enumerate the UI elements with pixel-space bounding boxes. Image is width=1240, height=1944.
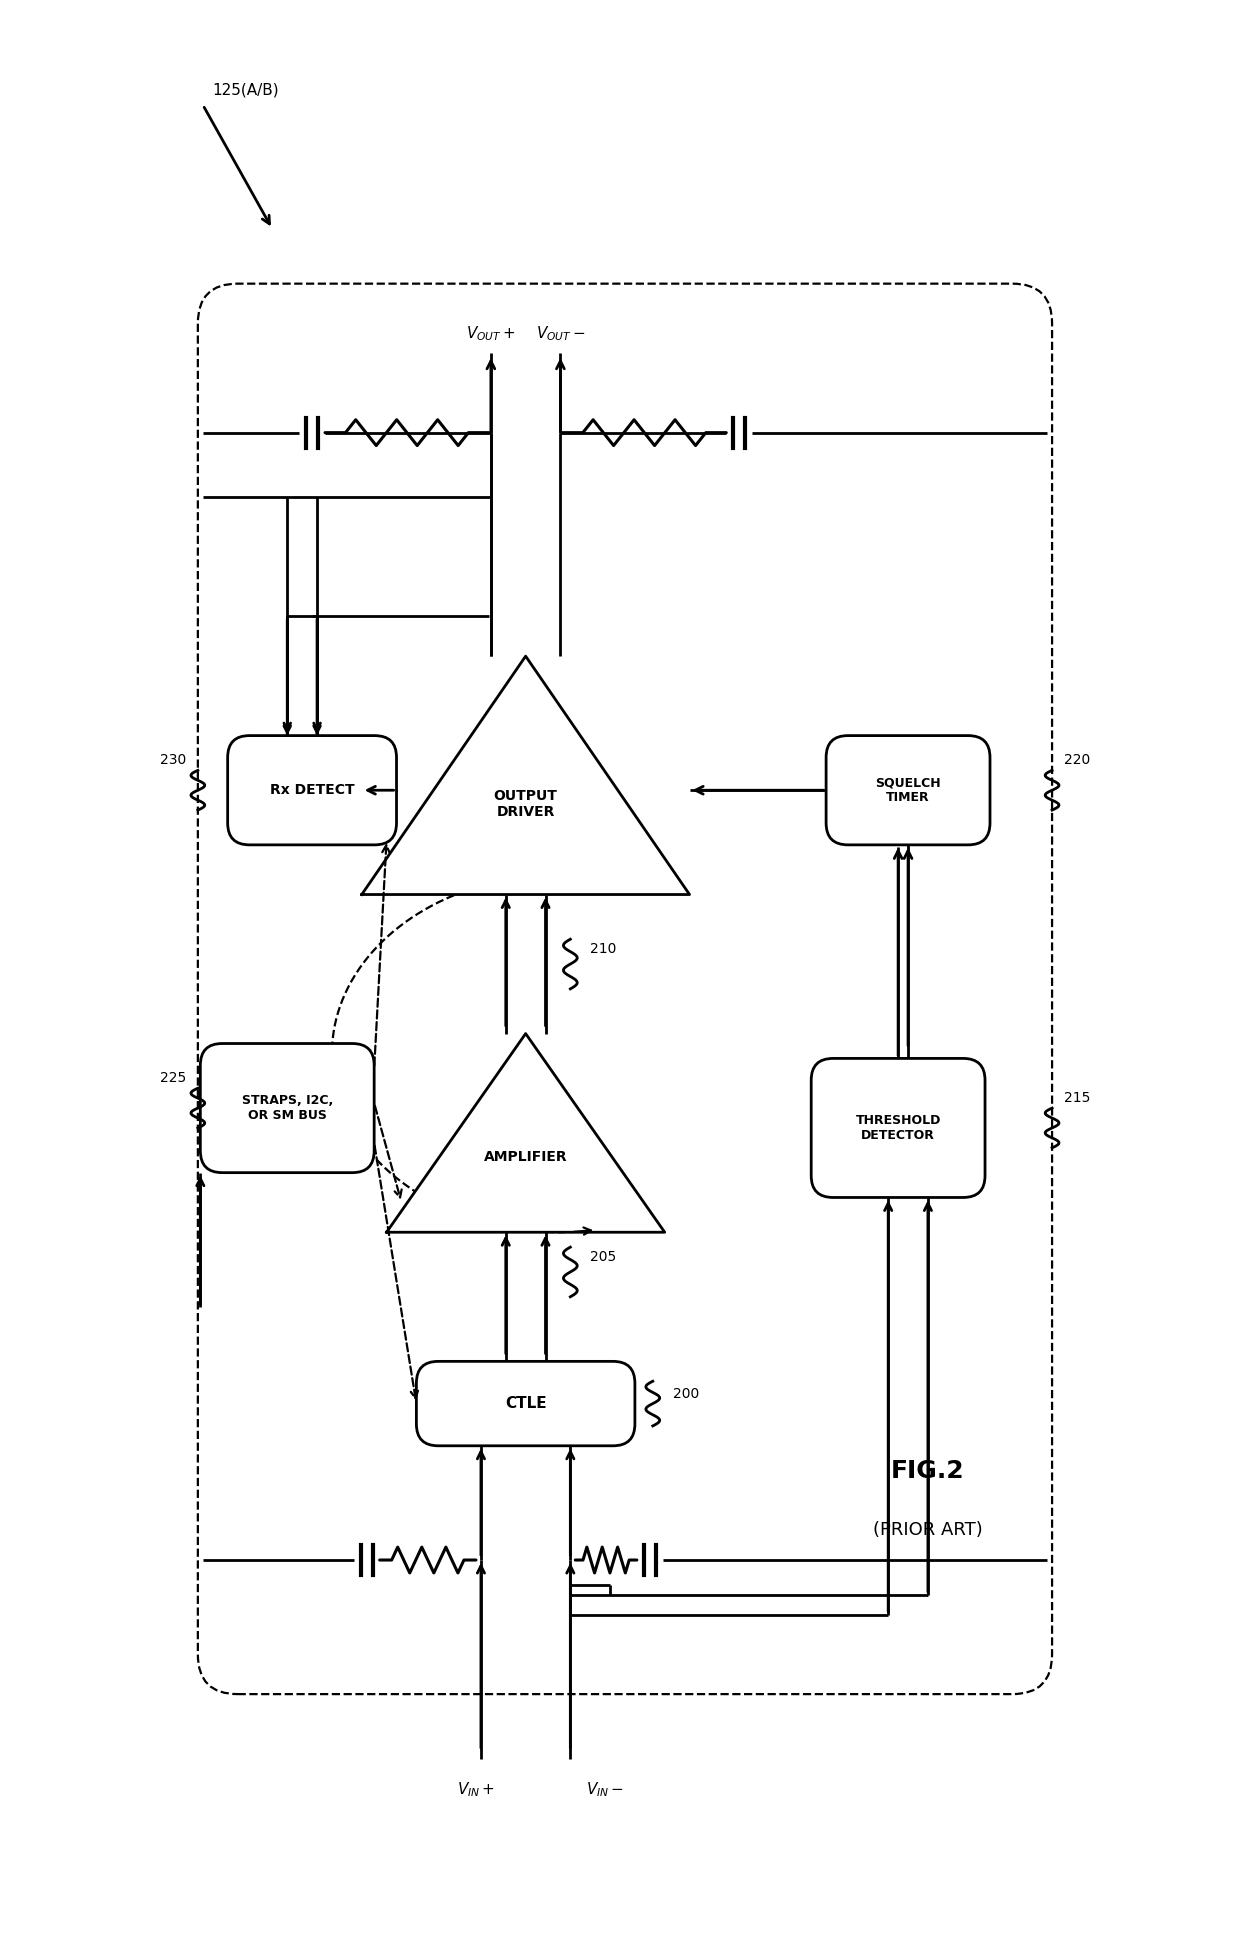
Text: Rx DETECT: Rx DETECT [270, 783, 355, 797]
Text: 210: 210 [590, 943, 616, 956]
Text: THRESHOLD
DETECTOR: THRESHOLD DETECTOR [856, 1114, 941, 1141]
FancyBboxPatch shape [228, 735, 397, 846]
FancyBboxPatch shape [811, 1058, 985, 1198]
Polygon shape [362, 657, 689, 894]
Text: 200: 200 [672, 1386, 699, 1400]
Text: FIG.2: FIG.2 [892, 1458, 965, 1483]
Text: 230: 230 [160, 754, 186, 768]
Text: 205: 205 [590, 1250, 616, 1264]
Text: 215: 215 [1064, 1091, 1090, 1104]
Text: OUTPUT
DRIVER: OUTPUT DRIVER [494, 789, 558, 818]
FancyBboxPatch shape [201, 1044, 374, 1172]
Text: (PRIOR ART): (PRIOR ART) [873, 1522, 983, 1540]
Text: $V_{OUT}+$: $V_{OUT}+$ [466, 325, 516, 344]
FancyBboxPatch shape [417, 1361, 635, 1446]
Text: 220: 220 [1064, 754, 1090, 768]
Text: 125(A/B): 125(A/B) [213, 82, 279, 97]
Text: $V_{IN}-$: $V_{IN}-$ [587, 1781, 624, 1800]
Text: CTLE: CTLE [505, 1396, 547, 1411]
FancyBboxPatch shape [826, 735, 990, 846]
Text: STRAPS, I2C,
OR SM BUS: STRAPS, I2C, OR SM BUS [242, 1094, 332, 1122]
Text: $V_{OUT}-$: $V_{OUT}-$ [536, 325, 585, 344]
Text: SQUELCH
TIMER: SQUELCH TIMER [875, 776, 941, 805]
Text: 225: 225 [160, 1071, 186, 1085]
Text: $V_{IN}+$: $V_{IN}+$ [456, 1781, 495, 1800]
Text: AMPLIFIER: AMPLIFIER [484, 1149, 568, 1164]
Polygon shape [387, 1034, 665, 1232]
